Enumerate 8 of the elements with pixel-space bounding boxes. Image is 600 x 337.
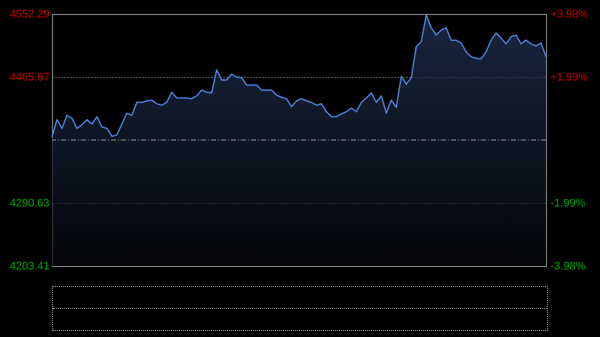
y-tick-label: 4465.07 — [10, 72, 50, 84]
y2-tick-label: -1.99% — [550, 198, 586, 210]
y-tick-label: 4203.41 — [10, 260, 50, 272]
y-tick-label: 4290.63 — [10, 198, 50, 210]
y2-tick-label: -3.98% — [550, 260, 586, 272]
y2-tick-label: +1.99% — [550, 72, 588, 84]
y2-tick-label: +3.98% — [550, 8, 588, 20]
y-tick-label: 4552.29 — [10, 8, 50, 20]
